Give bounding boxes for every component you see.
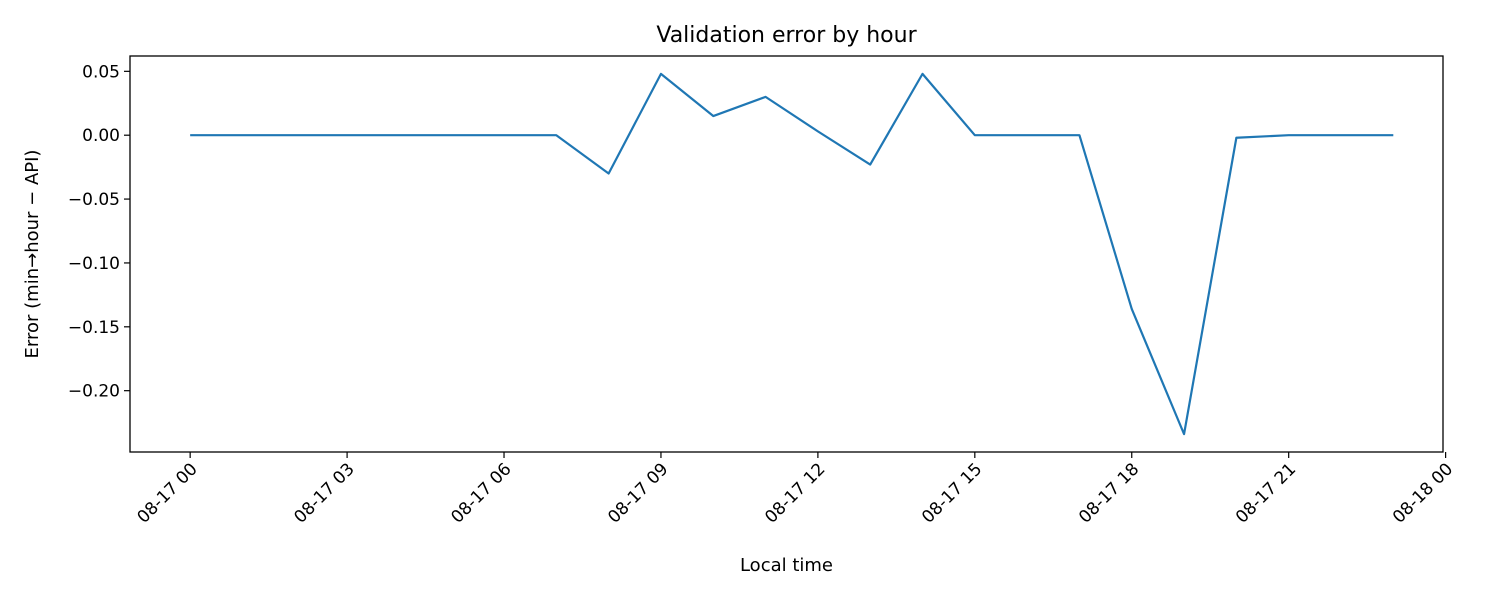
x-tick-label: 08-17 21 [1232,459,1300,527]
y-tick-label: −0.10 [68,254,120,274]
x-axis-title: Local time [740,555,833,576]
x-axis: 08-17 00 08-17 03 08-17 06 08-17 09 08-17 12… [134,452,1457,528]
plot-area [129,55,1444,453]
y-axis: −0.20 −0.15 −0.10 −0.05 0.00 0.05 [68,62,130,402]
x-tick-label: 08-17 06 [447,459,515,527]
x-tick-label: 08-17 12 [761,459,829,527]
y-tick-label: −0.05 [68,190,120,210]
x-tick-label: 08-18 00 [1389,459,1457,527]
x-tick-label: 08-17 00 [134,459,202,527]
y-tick-label: −0.15 [68,318,120,338]
x-tick-label: 08-17 15 [918,459,986,527]
y-tick-label: −0.20 [68,382,120,402]
y-tick-label: 0.00 [82,126,120,146]
x-tick-label: 08-17 18 [1075,459,1143,527]
x-tick-label: 08-17 09 [604,459,672,527]
y-tick-label: 0.05 [82,62,120,82]
x-tick-label: 08-17 03 [290,459,358,527]
series-line [190,72,1394,436]
chart-title: Validation error by hour [656,23,917,48]
y-axis-title: Error (min→hour − API) [22,150,43,359]
